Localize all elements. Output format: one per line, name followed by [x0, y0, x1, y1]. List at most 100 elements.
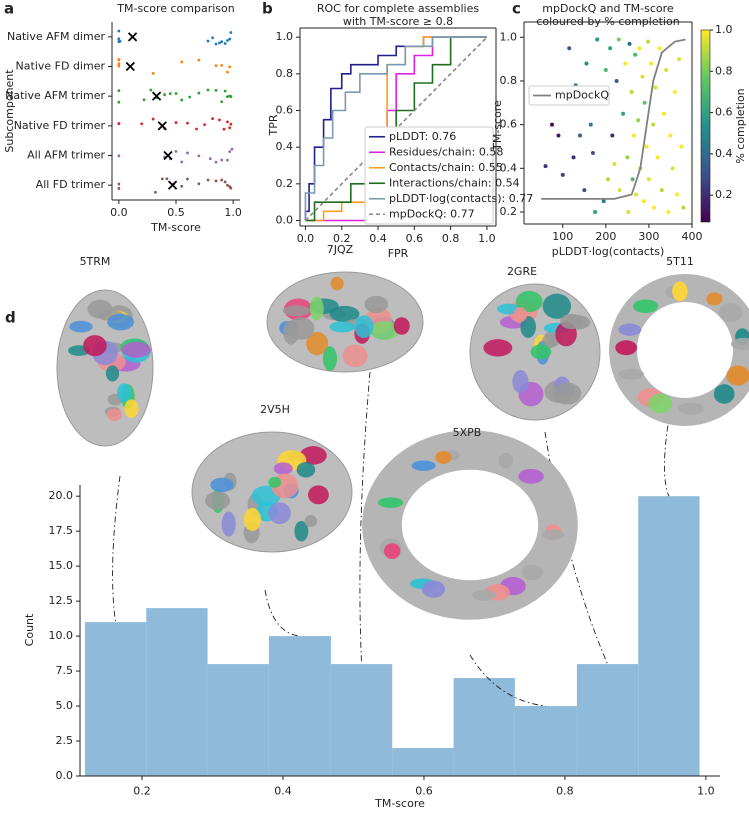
bar — [268, 636, 331, 776]
y-axis-label: TM-score — [491, 100, 504, 151]
strip-point — [229, 122, 233, 126]
y-tick-label: 1.0 — [500, 30, 518, 43]
x-tick-label: 0.6 — [415, 785, 433, 798]
colorbar-tick-label: 0.8 — [715, 64, 733, 77]
legend-label: pLDDT: 0.76 — [389, 130, 456, 143]
structure-chain — [273, 462, 293, 475]
structure-chain — [124, 399, 139, 418]
structure-label: 5T11 — [666, 255, 694, 268]
mean-marker — [125, 61, 135, 72]
strip-point — [220, 178, 224, 182]
scatter-point — [606, 177, 610, 182]
x-tick-label: 200 — [595, 230, 616, 243]
structure-body — [362, 430, 578, 620]
strip-point — [228, 37, 232, 41]
roc-line — [305, 36, 487, 222]
x-axis-label: TM-score — [374, 797, 425, 810]
strip-point — [226, 70, 229, 74]
strip-point — [220, 100, 224, 104]
chart-title: mpDockQ and TM-score — [542, 2, 674, 15]
legend-label: mpDockQ — [555, 89, 609, 102]
scatter-point — [672, 89, 677, 94]
structure-chain — [512, 369, 529, 394]
scatter-point — [646, 177, 651, 182]
strip-point — [229, 186, 233, 190]
scatter-point — [677, 57, 682, 62]
strip-point — [174, 149, 178, 153]
strip-point — [206, 39, 210, 43]
strip-point — [197, 91, 201, 95]
bar — [84, 622, 147, 776]
strip-point — [118, 39, 122, 43]
structure-chain — [530, 344, 552, 360]
mean-marker — [157, 121, 167, 131]
colorbar-tick-label: 0.2 — [715, 188, 733, 201]
structure-chain — [618, 368, 645, 380]
strip-point — [117, 187, 121, 190]
structure-chain — [422, 580, 446, 598]
colorbar-tick-label: 0.6 — [715, 106, 733, 119]
x-tick-label: 1.0 — [478, 232, 496, 245]
scatter-point — [659, 188, 664, 193]
strip-point — [180, 98, 184, 102]
scatter-point — [627, 41, 632, 46]
scatter-point — [655, 155, 660, 160]
strip-point — [226, 158, 229, 162]
y-axis-label: Count — [23, 613, 36, 646]
scatter-point — [584, 61, 589, 66]
panel-label: c — [512, 0, 521, 18]
structure-chain — [552, 382, 582, 405]
y-tick-label: 0.6 — [500, 118, 518, 131]
strip-point — [188, 95, 192, 99]
x-axis-label: FPR — [388, 247, 409, 260]
y-tick-label: Native AFM trimer — [5, 89, 105, 102]
strip-point — [229, 31, 233, 34]
panel-label: b — [262, 0, 273, 18]
structure-image — [609, 274, 749, 426]
strip-point — [220, 64, 224, 67]
bar — [576, 664, 639, 776]
strip-point — [208, 157, 212, 161]
y-tick-label: Native AFM dimer — [7, 30, 105, 43]
scatter-point — [560, 172, 565, 177]
structure-chain — [304, 515, 318, 528]
strip-point — [151, 117, 155, 121]
strip-point — [165, 177, 169, 181]
strip-point — [226, 183, 229, 187]
strip-point — [197, 182, 201, 186]
y-tick-label: 0.4 — [276, 140, 294, 153]
strip-point — [230, 147, 234, 151]
structure-chain — [342, 344, 368, 368]
strip-point — [211, 36, 214, 40]
structure-image — [56, 289, 154, 447]
bar — [638, 496, 700, 776]
structure-chain — [498, 452, 514, 469]
strip-point — [186, 121, 189, 125]
y-tick-label: 0.6 — [276, 104, 294, 117]
x-axis-label: pLDDT·log(contacts) — [552, 245, 665, 258]
fit-line — [541, 38, 686, 200]
strip-point — [142, 98, 146, 102]
structure-chain — [515, 290, 543, 313]
structure-chain — [308, 485, 329, 505]
strip-point — [117, 29, 121, 33]
structure-chain — [107, 313, 135, 331]
structure-label: 7JQZ — [327, 243, 354, 256]
strip-point — [206, 88, 210, 92]
scatter-point — [640, 74, 645, 79]
strip-point — [228, 65, 232, 69]
scatter-point — [601, 199, 606, 204]
structure-chain — [541, 529, 565, 540]
y-tick-label: Native FD trimer — [14, 119, 106, 132]
structure-chain — [210, 477, 234, 493]
scatter-point — [681, 205, 686, 210]
structure-chain — [121, 341, 151, 358]
bar — [330, 664, 393, 776]
strip-point — [228, 126, 232, 130]
structure-chain — [560, 313, 583, 330]
y-tick-label: Native FD dimer — [16, 60, 106, 73]
structure-chain — [287, 317, 315, 340]
connector — [469, 654, 546, 707]
structure-chain — [513, 307, 528, 323]
bar — [207, 664, 269, 776]
